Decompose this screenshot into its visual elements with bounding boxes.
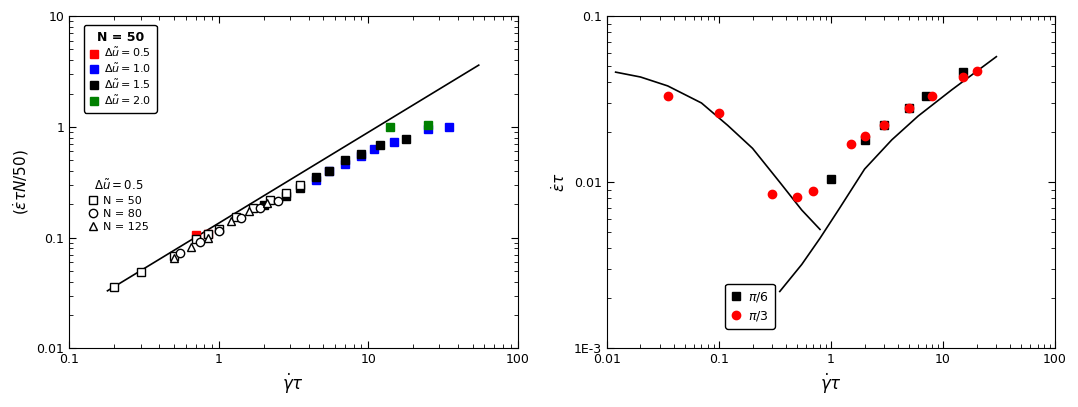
Y-axis label: $\dot{\varepsilon}\tau$: $\dot{\varepsilon}\tau$ (550, 173, 568, 192)
Y-axis label: $(\dot{\varepsilon}\tau N/50)$: $(\dot{\varepsilon}\tau N/50)$ (11, 149, 31, 215)
X-axis label: $\dot{\gamma}\tau$: $\dot{\gamma}\tau$ (282, 372, 304, 396)
Legend: $\pi/6$, $\pi/3$: $\pi/6$, $\pi/3$ (725, 284, 775, 329)
Legend: N = 50, N = 80, N = 125: N = 50, N = 80, N = 125 (84, 175, 153, 236)
X-axis label: $\dot{\gamma}\tau$: $\dot{\gamma}\tau$ (820, 372, 842, 396)
